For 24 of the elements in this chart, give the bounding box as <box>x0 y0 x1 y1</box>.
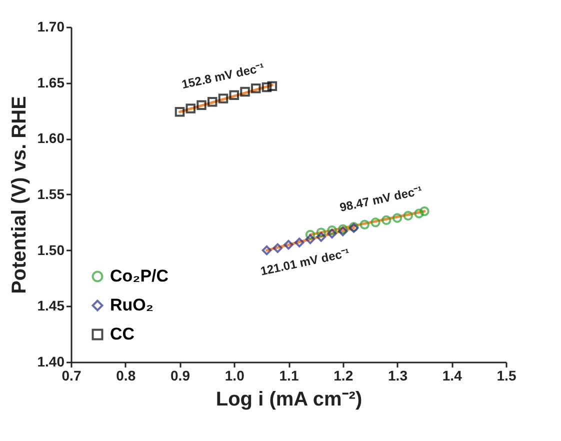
legend-label: CC <box>110 324 135 344</box>
x-tick-label: 1.5 <box>496 368 516 384</box>
x-tick-label: 0.7 <box>62 368 82 384</box>
y-tick-label: 1.45 <box>37 298 65 314</box>
y-tick-label: 1.60 <box>37 130 65 146</box>
y-tick-label: 1.70 <box>37 18 65 34</box>
legend-label: RuO₂ <box>110 296 154 314</box>
x-tick-label: 1.1 <box>279 368 299 384</box>
x-tick-label: 1.4 <box>442 368 462 384</box>
y-axis-title: Potential (V) vs. RHE <box>8 96 30 294</box>
x-tick-label: 1.3 <box>388 368 408 384</box>
x-tick-label: 0.9 <box>170 368 190 384</box>
legend-label: Co₂P/C <box>110 266 169 286</box>
x-axis-title: Log i (mA cm⁻²) <box>216 388 362 410</box>
y-tick-label: 1.65 <box>37 74 65 90</box>
y-tick-label: 1.55 <box>37 186 65 202</box>
y-tick-label: 1.40 <box>37 354 65 370</box>
annotation: 152.8 mV dec⁻¹ <box>180 60 266 92</box>
annotation: 121.01 mV dec⁻¹ <box>259 246 351 278</box>
x-tick-label: 1.0 <box>224 368 245 384</box>
x-tick-label: 1.2 <box>334 368 354 384</box>
annotation: 98.47 mV dec⁻¹ <box>338 183 424 215</box>
y-tick-label: 1.50 <box>37 242 65 258</box>
x-tick-label: 0.8 <box>116 368 136 384</box>
